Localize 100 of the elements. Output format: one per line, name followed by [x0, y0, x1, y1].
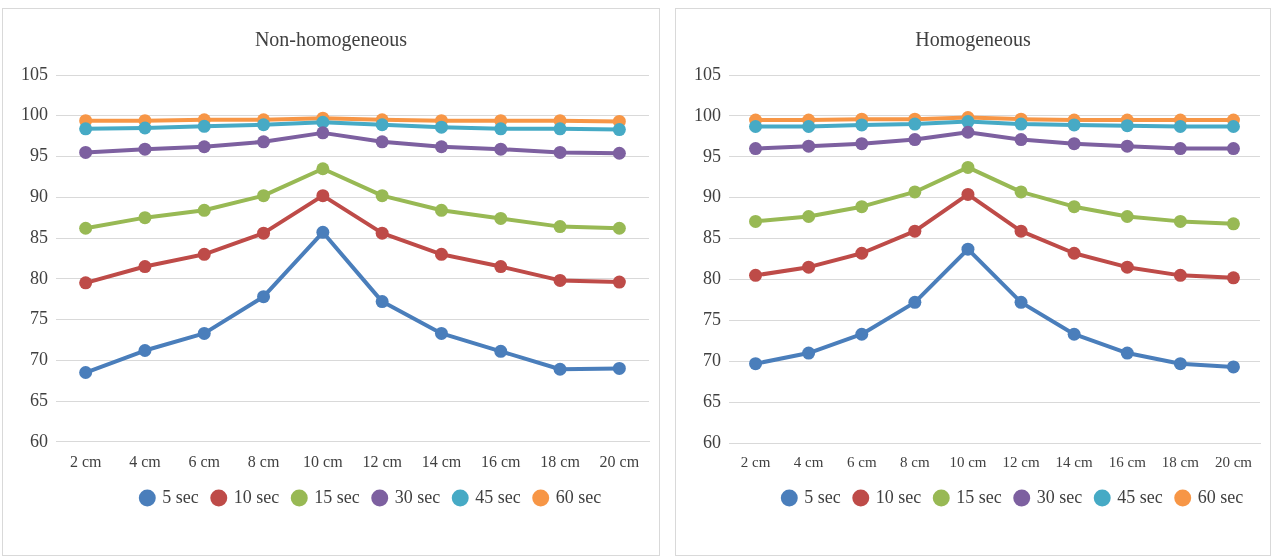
point: [79, 122, 93, 136]
point: [802, 209, 816, 223]
point: [553, 220, 567, 234]
x-tick-label: 2 cm: [69, 452, 102, 470]
point: [612, 361, 626, 375]
y-tick-label: 70: [703, 349, 721, 370]
point: [138, 260, 152, 274]
point: [612, 221, 626, 235]
point: [138, 121, 152, 135]
point: [749, 214, 763, 228]
point: [1014, 185, 1028, 199]
point: [1067, 246, 1081, 260]
point: [802, 120, 816, 134]
x-tick-label: 10 cm: [303, 452, 344, 470]
y-tick-label: 80: [703, 268, 721, 289]
point: [1173, 120, 1187, 134]
point: [855, 327, 869, 341]
point: [553, 362, 567, 376]
x-tick-label: 12 cm: [362, 452, 403, 470]
y-tick-label: 65: [703, 390, 721, 411]
point: [197, 203, 211, 217]
point: [257, 189, 271, 203]
legend-label: 45 sec: [1117, 486, 1163, 507]
point: [257, 226, 271, 240]
point: [375, 135, 389, 149]
legend-label: 15 sec: [314, 486, 360, 507]
x-tick-label: 8 cm: [900, 453, 930, 470]
y-tick-label: 95: [30, 145, 48, 166]
y-tick-label: 90: [703, 186, 721, 207]
point: [494, 344, 508, 358]
legend-label: 60 sec: [555, 486, 602, 507]
point: [1067, 200, 1081, 214]
point: [1014, 117, 1028, 131]
point: [197, 326, 211, 340]
y-tick-label: 105: [21, 63, 48, 84]
point: [1067, 118, 1081, 132]
point: [257, 118, 271, 132]
point: [1173, 214, 1187, 228]
point: [434, 326, 448, 340]
point: [961, 115, 975, 129]
point: [1067, 137, 1081, 151]
point: [749, 142, 763, 156]
point: [961, 242, 975, 256]
point: [1120, 260, 1134, 274]
point: [79, 366, 93, 380]
point: [961, 187, 975, 201]
point: [749, 120, 763, 134]
y-tick-label: 95: [703, 145, 721, 166]
point: [79, 221, 93, 235]
x-tick-label: 8 cm: [247, 452, 280, 470]
point: [749, 268, 763, 282]
point: [612, 123, 626, 137]
y-tick-label: 75: [30, 308, 48, 329]
point: [961, 125, 975, 139]
y-tick-label: 100: [21, 104, 48, 125]
chart-title: Non-homogeneous: [254, 28, 408, 52]
point: [1226, 271, 1240, 285]
legend-label: 30 sec: [394, 486, 441, 507]
point: [1120, 119, 1134, 133]
x-tick-label: 14 cm: [421, 452, 462, 470]
y-tick-label: 100: [694, 104, 721, 125]
x-tick-label: 12 cm: [1002, 453, 1040, 470]
point: [257, 135, 271, 149]
point: [257, 290, 271, 304]
point: [1173, 142, 1187, 156]
point: [197, 140, 211, 154]
x-tick-label: 6 cm: [188, 452, 221, 470]
point: [553, 145, 567, 159]
x-tick-label: 20 cm: [599, 452, 640, 470]
point: [855, 246, 869, 260]
point: [197, 247, 211, 261]
legend-label: 10 sec: [233, 486, 280, 507]
point: [316, 162, 330, 176]
x-tick-label: 4 cm: [793, 453, 824, 470]
point: [79, 276, 93, 290]
point: [494, 211, 508, 225]
legend-label: 10 sec: [875, 486, 922, 507]
point: [1226, 360, 1240, 374]
point: [494, 142, 508, 156]
x-tick-label: 6 cm: [846, 453, 877, 470]
y-tick-label: 90: [30, 186, 48, 206]
point: [138, 211, 152, 225]
point: [1120, 139, 1134, 153]
x-tick-label: 2 cm: [740, 453, 771, 470]
point: [375, 226, 389, 240]
y-tick-label: 70: [30, 349, 48, 370]
legend-label: 30 sec: [1036, 486, 1083, 507]
point: [908, 224, 922, 238]
x-tick-label: 4 cm: [129, 452, 162, 470]
y-tick-label: 75: [703, 309, 721, 330]
point: [1173, 357, 1187, 371]
point: [553, 273, 567, 287]
point: [1067, 327, 1081, 341]
y-tick-label: 60: [30, 430, 48, 451]
point: [1226, 142, 1240, 156]
point: [316, 126, 330, 140]
point: [1120, 209, 1134, 223]
y-tick-label: 85: [30, 226, 48, 247]
point: [79, 145, 93, 159]
point: [434, 203, 448, 217]
